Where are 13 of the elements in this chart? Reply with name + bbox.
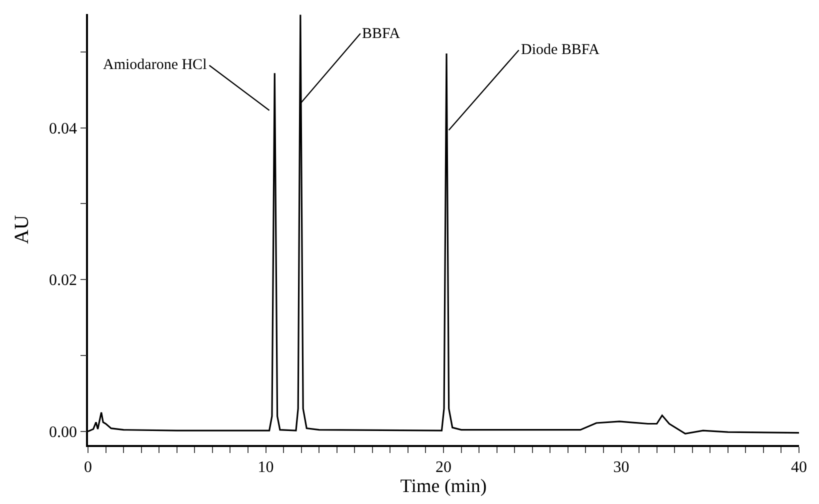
x-tick-label: 10 [258, 459, 274, 476]
y-tick-label: 0.04 [49, 120, 78, 138]
x-tick-label: 0 [84, 459, 92, 476]
y-axis-title: AU [11, 214, 34, 244]
annotation: Amiodarone HCl [103, 57, 207, 73]
annotation: BBFA [362, 26, 400, 42]
x-tick-label: 40 [791, 459, 807, 476]
y-tick-label: 0.02 [49, 272, 78, 290]
y-tick-label: 0.00 [49, 424, 78, 441]
x-tick-label: 20 [436, 459, 452, 476]
x-axis-title: Time (min) [400, 476, 487, 498]
x-tick-label: 30 [613, 459, 630, 476]
annotation: Diode BBFA [521, 42, 600, 58]
